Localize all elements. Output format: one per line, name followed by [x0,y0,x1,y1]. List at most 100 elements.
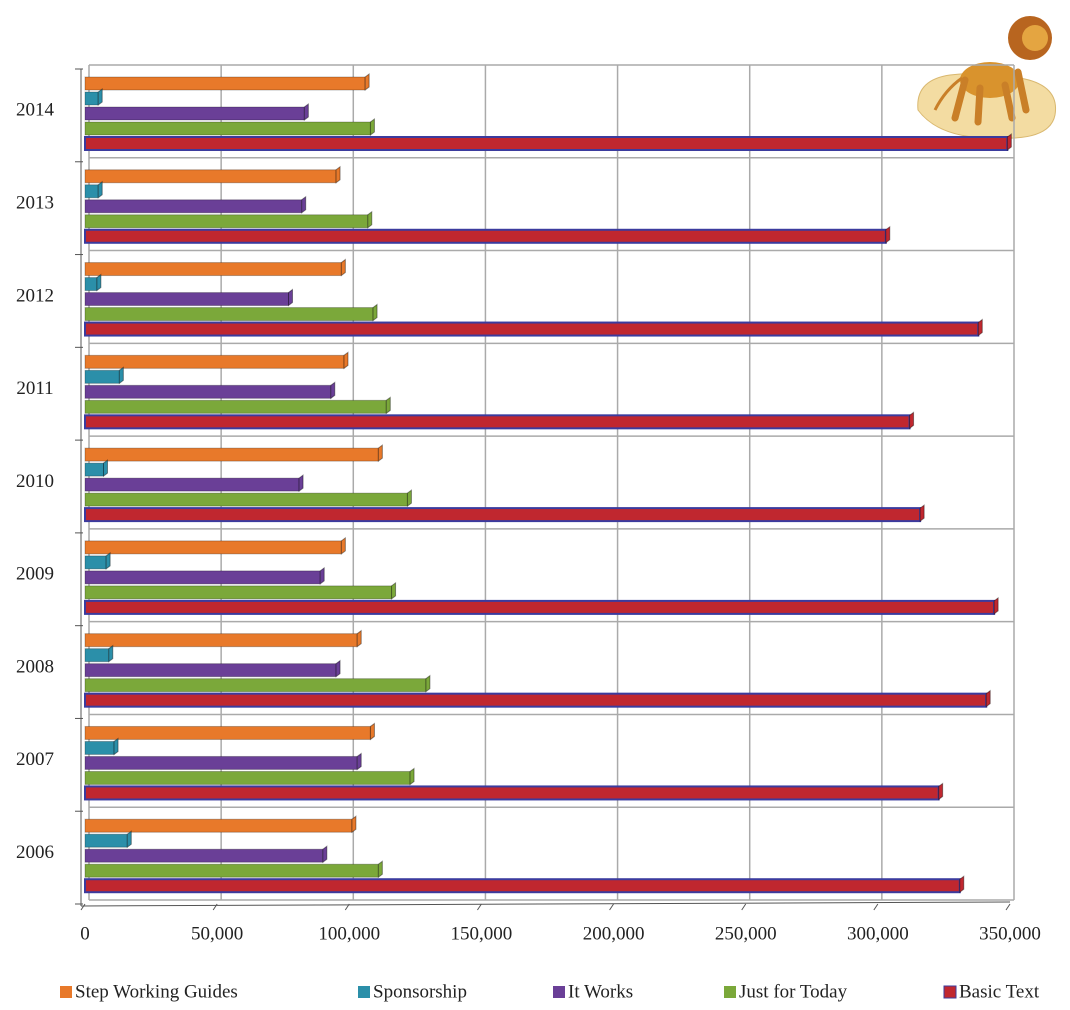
bar-cap [885,225,891,244]
x-tick-label: 300,000 [847,923,909,944]
bar-cap [343,351,349,370]
bar [84,663,337,678]
bar-cap [335,165,341,184]
bar [84,585,393,600]
y-tick-label: 2010 [16,471,54,492]
bar [84,307,374,322]
legend-label: Sponsorship [373,981,467,1002]
lion-clipart [917,16,1057,139]
bar-cap [340,536,346,555]
x-tick [741,903,747,911]
bar-cap [959,875,965,894]
bar [84,414,911,430]
bar-cap [938,782,944,801]
bar [84,121,371,136]
bar [84,725,371,740]
bar-cap [322,845,328,864]
y-tick-label: 2013 [16,193,54,214]
bar-cap [1006,133,1012,151]
x-tick [609,903,614,911]
bar [84,91,99,106]
bar [84,228,887,244]
bar-cap [385,396,391,415]
legend-swatch [724,986,736,998]
bar [84,507,922,523]
bar-cap [993,596,999,615]
bar-cap [372,303,378,322]
legend-swatch [943,985,957,999]
bar [84,540,342,555]
bar-cap [96,273,102,292]
bar [84,755,358,770]
bar-cap [985,689,991,708]
bar-cap [340,258,346,277]
bar [84,384,332,399]
bar [84,136,1009,151]
bar-cap [330,381,336,400]
bar [84,833,128,848]
bar [84,878,961,894]
bar [84,818,353,833]
bar [84,169,337,184]
bar [84,369,120,384]
legend-swatch [358,986,370,998]
bar-cap [356,752,362,771]
bar [84,785,940,801]
bar [84,863,379,878]
bar-cap [97,180,103,199]
y-tick-label: 2007 [16,749,54,770]
bar [84,740,115,755]
bar-cap [977,318,983,337]
bar-cap [97,88,103,106]
bar [84,399,387,414]
bar-cap [113,737,119,756]
bar-cap [377,860,383,879]
bar [84,214,369,229]
bar [84,199,303,214]
bar-cap [919,504,925,523]
bar-cap [298,474,304,493]
x-tick [477,903,482,911]
bar-cap [108,644,114,663]
bar [84,292,289,307]
bar [84,277,98,292]
bar-cap [367,210,373,229]
legend-swatch [60,986,72,998]
x-axis [80,901,1011,907]
bar-cap [335,659,341,678]
y-tick-label: 2014 [16,100,55,121]
bar [84,692,988,708]
x-tick [873,903,879,911]
bar [84,770,411,785]
bar-cap [351,815,357,834]
bar-cap [356,629,362,648]
bar-cap [425,674,431,693]
legend-label: Just for Today [739,981,848,1002]
x-tick-label: 100,000 [318,923,380,944]
bar [84,447,379,462]
x-tick-label: 0 [80,923,90,944]
y-tick-label: 2008 [16,656,54,677]
bar-cap [909,411,915,430]
x-tick [212,903,218,911]
x-tick-label: 150,000 [451,923,513,944]
x-tick [1005,903,1011,911]
y-tick-label: 2009 [16,564,54,585]
y-tick-label: 2006 [16,842,54,863]
legend-label: Step Working Guides [75,981,238,1002]
bar-cap [369,722,375,741]
bar-cap [105,551,111,570]
bar [84,678,427,693]
bar-cap [409,767,415,786]
x-tick [80,903,86,911]
bar-cap [391,581,397,600]
bar-cap [118,366,124,385]
bar [84,462,104,477]
legend-label: Basic Text [959,981,1040,1002]
bar-cap [103,459,108,478]
legend-label: It Works [568,981,633,1002]
bar-cap [377,444,383,463]
bar [84,76,366,91]
y-tick-label: 2011 [16,378,53,399]
bar [84,555,107,570]
